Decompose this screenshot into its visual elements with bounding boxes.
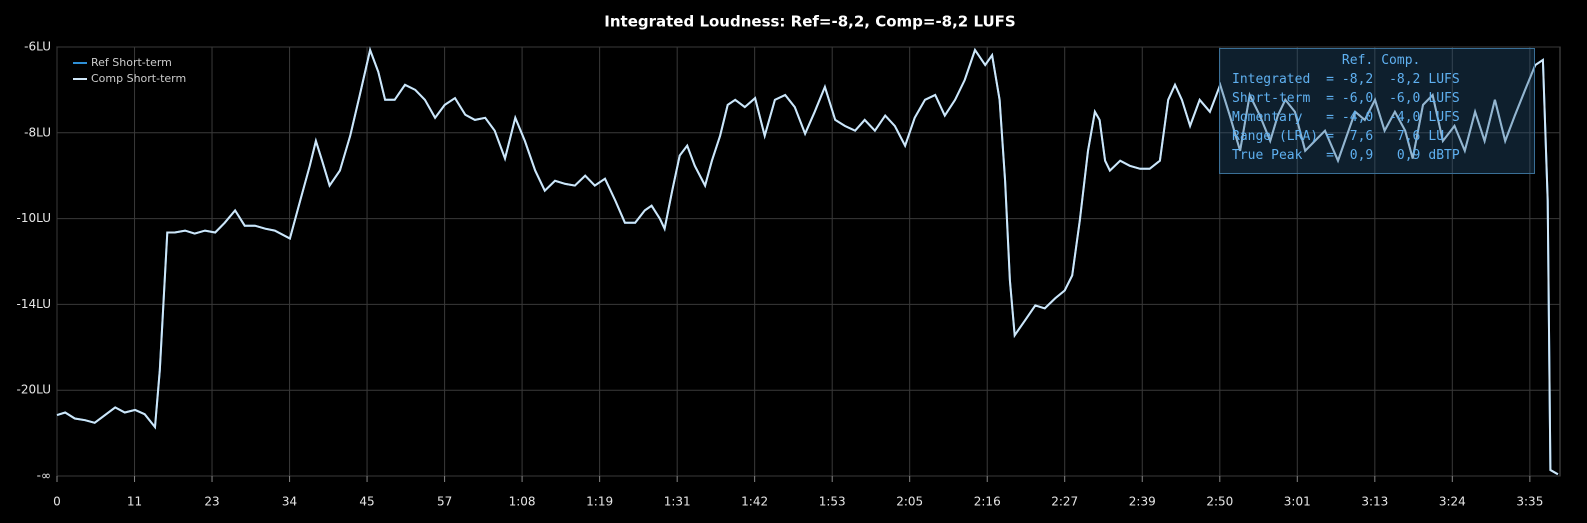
x-tick-label: 3:13 xyxy=(1361,495,1388,509)
info-cell: Short-term xyxy=(1232,91,1311,106)
info-cell: dBTP xyxy=(1428,148,1460,163)
info-cell: Integrated xyxy=(1232,72,1311,87)
x-tick-label: 34 xyxy=(282,495,297,509)
chart-title: Integrated Loudness: Ref=-8,2, Comp=-8,2… xyxy=(604,13,1015,31)
info-cell: 0,9 xyxy=(1396,148,1421,163)
info-cell: Comp. xyxy=(1381,53,1421,68)
x-tick-label: 2:50 xyxy=(1206,495,1233,509)
info-cell: -8,2 xyxy=(1389,72,1421,87)
x-tick-label: 3:01 xyxy=(1284,495,1311,509)
legend-label: Comp Short-term xyxy=(91,72,186,85)
info-table: Ref. Comp. Integrated = -8,2 -8,2 LUFS Short-te… xyxy=(1228,51,1464,165)
x-tick-label: 11 xyxy=(127,495,142,509)
y-tick-label: -10LU xyxy=(17,211,51,225)
info-row: Range (LRA) = 7,6 7,6 LU xyxy=(1228,127,1464,146)
x-tick-label: 2:16 xyxy=(974,495,1001,509)
info-row: Short-term = -6,0 -6,0 LUFS xyxy=(1228,89,1464,108)
info-cell: = xyxy=(1326,129,1334,144)
x-tick-label: 3:24 xyxy=(1439,495,1466,509)
info-cell: = xyxy=(1326,148,1334,163)
y-tick-label: -6LU xyxy=(24,40,51,54)
x-tick-label: 1:42 xyxy=(741,495,768,509)
x-tick-label: 3:35 xyxy=(1516,495,1543,509)
info-cell: -6,0 xyxy=(1341,91,1374,106)
info-cell: -4,0 xyxy=(1389,110,1421,125)
x-tick-label: 23 xyxy=(204,495,219,509)
x-tick-label: 0 xyxy=(53,495,61,509)
info-cell: -8,2 xyxy=(1341,72,1374,87)
y-tick-label: -∞ xyxy=(37,469,51,483)
info-cell: Momentary xyxy=(1232,110,1303,125)
info-cell: LUFS xyxy=(1428,110,1460,125)
info-cell: True Peak xyxy=(1232,148,1303,163)
legend-label: Ref Short-term xyxy=(91,56,172,69)
info-row: Momentary = -4,0 -4,0 LUFS xyxy=(1228,108,1464,127)
x-tick-label: 2:27 xyxy=(1051,495,1078,509)
x-tick-label: 1:19 xyxy=(586,495,613,509)
info-cell: -4,0 xyxy=(1341,110,1374,125)
info-cell: 0,9 xyxy=(1349,148,1374,163)
x-tick-label: 1:31 xyxy=(664,495,691,509)
info-cell: = xyxy=(1326,110,1334,125)
info-cell: = xyxy=(1326,91,1334,106)
y-tick-label: -20LU xyxy=(17,383,51,397)
x-tick-label: 2:05 xyxy=(896,495,923,509)
info-cell: LUFS xyxy=(1428,91,1460,106)
info-cell: LU xyxy=(1428,129,1445,144)
info-row: True Peak = 0,9 0,9 dBTP xyxy=(1228,146,1464,165)
y-tick-label: -14LU xyxy=(17,297,51,311)
info-cell: 7,6 xyxy=(1396,129,1421,144)
x-tick-label: 2:39 xyxy=(1129,495,1156,509)
info-cell: LUFS xyxy=(1428,72,1460,87)
x-tick-label: 1:53 xyxy=(819,495,846,509)
x-tick-label: 45 xyxy=(359,495,374,509)
info-row: Ref. Comp. xyxy=(1228,51,1464,70)
x-tick-label: 1:08 xyxy=(509,495,536,509)
info-cell: Range (LRA) xyxy=(1232,129,1319,144)
info-cell: -6,0 xyxy=(1389,91,1421,106)
info-cell: 7,6 xyxy=(1349,129,1374,144)
info-row: Integrated = -8,2 -8,2 LUFS xyxy=(1228,70,1464,89)
series-line xyxy=(56,46,1559,476)
info-cell: Ref. xyxy=(1341,53,1374,68)
y-tick-label: -8LU xyxy=(24,125,51,139)
info-panel: Ref. Comp. Integrated = -8,2 -8,2 LUFS Short-te… xyxy=(1219,48,1535,174)
info-cell: = xyxy=(1326,72,1334,87)
x-tick-label: 57 xyxy=(437,495,452,509)
